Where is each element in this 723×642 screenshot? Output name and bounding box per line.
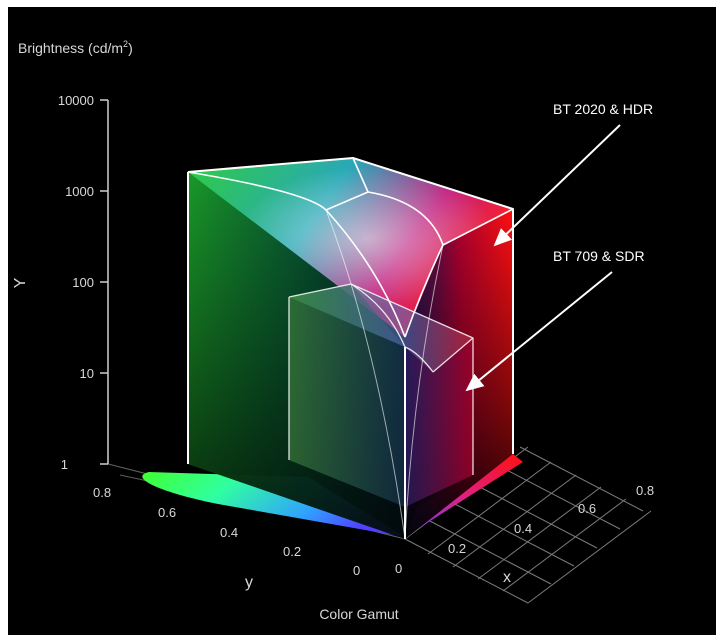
brightness-tick-10: 10 (80, 366, 94, 381)
color-volume-diagram: Brightness (cd/m2) 10000 1000 100 10 1 Y… (12, 39, 654, 622)
callout-bt709-sdr: BT 709 & SDR (553, 248, 645, 264)
callout-bt2020-hdr: BT 2020 & HDR (553, 101, 653, 117)
floor-gamut-right (405, 454, 523, 537)
brightness-tick-1: 1 (61, 457, 68, 472)
small-color-volume (289, 284, 473, 507)
callout-arrow-bt2020 (493, 124, 621, 247)
brightness-tick-10000: 10000 (58, 93, 94, 108)
brightness-axis-title: Brightness (cd/m2) (18, 39, 133, 56)
x-tick-0.4: 0.4 (514, 521, 532, 536)
brightness-tick-100: 100 (72, 275, 94, 290)
x-tick-0.8: 0.8 (636, 483, 654, 498)
floor-gamut-left (142, 472, 405, 537)
brightness-axis-letter: Y (12, 277, 29, 288)
y-axis-letter: y (245, 574, 253, 591)
brightness-tick-1000: 1000 (65, 184, 94, 199)
color-gamut-label: Color Gamut (319, 606, 398, 622)
y-tick-0.4: 0.4 (220, 525, 238, 540)
volume-edges (187, 157, 514, 540)
y-tick-0.8: 0.8 (93, 485, 111, 500)
x-tick-0: 0 (395, 561, 402, 576)
y-tick-0: 0 (353, 563, 360, 578)
x-axis-letter: x (503, 569, 511, 586)
x-tick-0.6: 0.6 (578, 501, 596, 516)
y-tick-0.2: 0.2 (283, 544, 301, 559)
x-tick-0.2: 0.2 (448, 541, 466, 556)
brightness-axis (100, 99, 109, 465)
figure-panel: Brightness (cd/m2) 10000 1000 100 10 1 Y… (8, 7, 716, 635)
y-tick-0.6: 0.6 (158, 505, 176, 520)
callout-arrow-bt709 (465, 271, 613, 392)
